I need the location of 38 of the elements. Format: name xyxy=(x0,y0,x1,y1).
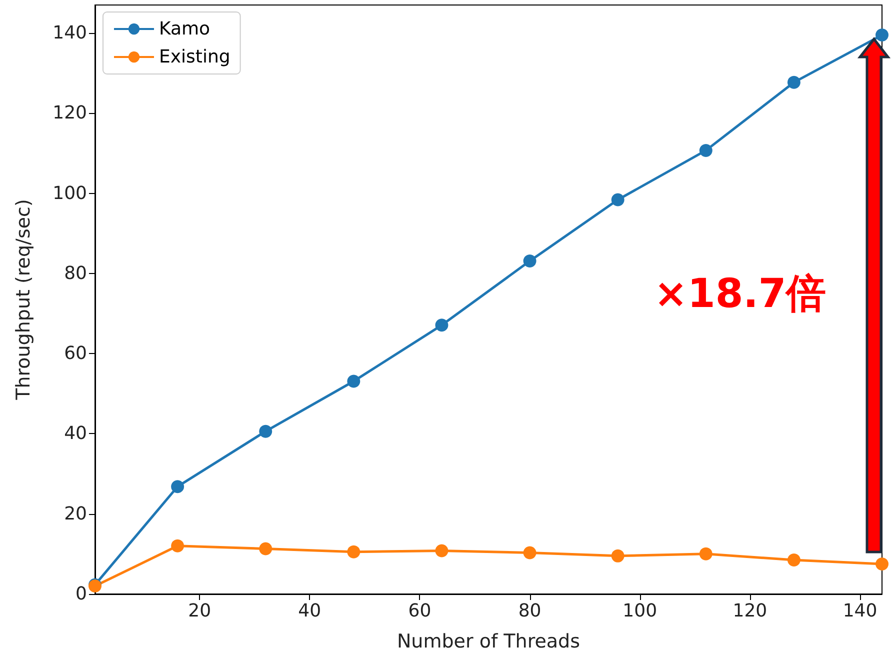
legend-label: Kamo xyxy=(159,18,210,40)
point xyxy=(876,557,888,570)
point xyxy=(876,28,888,42)
point xyxy=(435,318,448,332)
point xyxy=(259,542,272,556)
point xyxy=(171,480,184,494)
annotation: ×18.7倍 xyxy=(654,270,826,318)
y-axis-title: Throughput (req/sec) xyxy=(12,199,34,401)
x-tick-label: 140 xyxy=(842,600,878,622)
x-tick-label: 40 xyxy=(298,600,322,622)
point xyxy=(523,254,536,268)
point xyxy=(699,547,712,560)
y-tick-label: 80 xyxy=(64,262,87,284)
x-tick-label: 100 xyxy=(622,600,658,622)
point xyxy=(435,544,448,558)
point xyxy=(523,546,536,560)
point xyxy=(611,193,624,206)
x-axis-title: Number of Threads xyxy=(396,630,580,652)
point xyxy=(171,539,184,552)
x-tick-label: 80 xyxy=(518,600,542,622)
point xyxy=(787,76,800,89)
y-tick-label: 100 xyxy=(52,182,87,204)
x-tick-label: 120 xyxy=(732,600,768,622)
y-tick-label: 60 xyxy=(64,343,87,364)
y-tick-label: 0 xyxy=(76,584,87,604)
legend-label: Existing xyxy=(159,46,230,68)
y-tick-label: 40 xyxy=(64,423,87,444)
y-tick-label: 140 xyxy=(52,22,87,44)
point xyxy=(611,549,624,562)
point xyxy=(347,374,360,388)
y-tick-label: 20 xyxy=(64,503,87,524)
point xyxy=(699,144,712,157)
x-tick-label: 60 xyxy=(408,600,432,622)
point xyxy=(347,545,360,558)
point xyxy=(259,424,272,438)
y-tick-label: 120 xyxy=(52,102,87,124)
point xyxy=(787,553,800,566)
x-tick-label: 20 xyxy=(188,600,212,622)
